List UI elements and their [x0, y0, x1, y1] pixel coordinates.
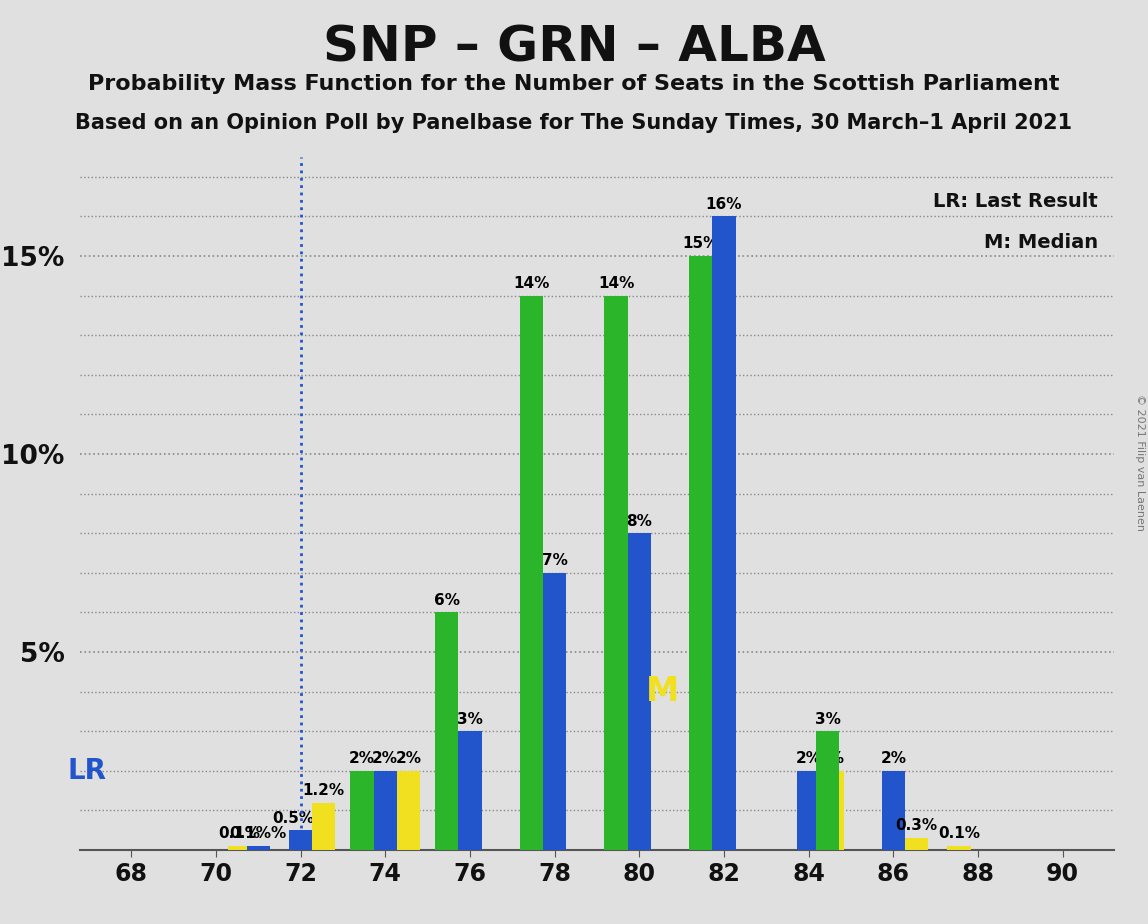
Text: 14%: 14% [513, 276, 550, 291]
Text: 6%: 6% [434, 592, 459, 608]
Text: 3%: 3% [457, 711, 483, 726]
Bar [520, 296, 543, 850]
Bar [373, 771, 397, 850]
Text: Probability Mass Function for the Number of Seats in the Scottish Parliament: Probability Mass Function for the Number… [88, 74, 1060, 94]
Bar [882, 771, 905, 850]
Text: 2%: 2% [372, 751, 398, 766]
Bar [458, 731, 481, 850]
Bar [397, 771, 420, 850]
Bar [816, 731, 839, 850]
Text: LR: Last Result: LR: Last Result [933, 192, 1097, 211]
Bar [523, 731, 548, 850]
Text: 7%: 7% [542, 553, 567, 568]
Text: 2%: 2% [349, 751, 375, 766]
Text: 8%: 8% [627, 514, 652, 529]
Text: 0.1%: 0.1% [938, 826, 980, 842]
Bar [689, 256, 713, 850]
Bar [435, 613, 458, 850]
Text: Based on an Opinion Poll by Panelbase for The Sunday Times, 30 March–1 April 202: Based on an Opinion Poll by Panelbase fo… [76, 113, 1072, 133]
Text: 0.1%%: 0.1%% [230, 826, 287, 842]
Text: LR: LR [68, 757, 107, 784]
Bar [289, 831, 312, 850]
Text: 2%: 2% [437, 751, 464, 766]
Text: M: M [646, 675, 680, 708]
Text: 15%: 15% [683, 237, 719, 251]
Text: 0.5%%: 0.5%% [272, 810, 329, 825]
Bar [227, 846, 250, 850]
Text: 14%: 14% [598, 276, 634, 291]
Text: SNP – GRN – ALBA: SNP – GRN – ALBA [323, 23, 825, 71]
Text: 2%: 2% [796, 751, 822, 766]
Text: 1.2%: 1.2% [303, 783, 344, 797]
Bar [440, 771, 463, 850]
Bar [543, 573, 566, 850]
Bar [312, 803, 335, 850]
Text: 3%: 3% [815, 711, 840, 726]
Text: M: Median: M: Median [984, 234, 1097, 252]
Text: 2%: 2% [881, 751, 907, 766]
Bar [713, 216, 736, 850]
Text: 0.3%: 0.3% [895, 819, 938, 833]
Text: © 2021 Filip van Laenen: © 2021 Filip van Laenen [1135, 394, 1145, 530]
Bar [947, 846, 971, 850]
Bar [350, 771, 373, 850]
Text: 3%: 3% [522, 711, 549, 726]
Text: 16%: 16% [706, 197, 743, 212]
Text: 2%: 2% [819, 751, 845, 766]
Bar [905, 838, 929, 850]
Bar [797, 771, 821, 850]
Bar [604, 296, 628, 850]
Text: 2%: 2% [396, 751, 421, 766]
Bar [247, 846, 270, 850]
Bar [628, 533, 651, 850]
Text: 0.1%: 0.1% [218, 826, 261, 842]
Bar [821, 771, 844, 850]
